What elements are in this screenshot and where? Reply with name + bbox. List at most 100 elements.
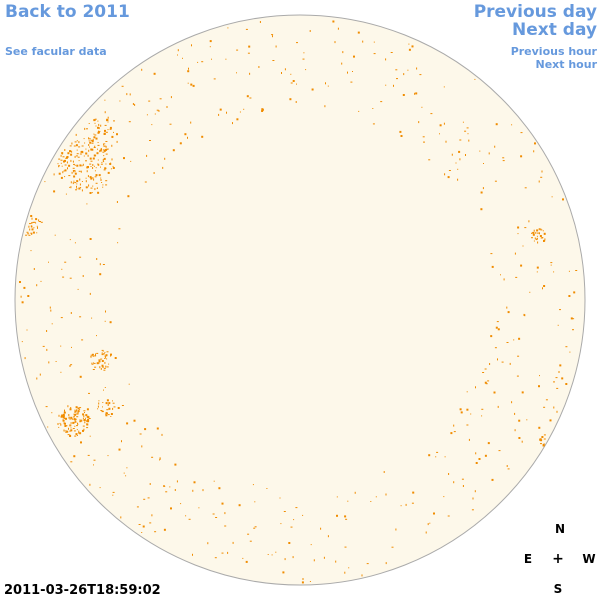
- magnetic-feature-mark: [69, 186, 71, 188]
- magnetic-feature-mark: [111, 144, 113, 147]
- magnetic-feature-mark: [154, 113, 156, 115]
- magnetic-feature-mark: [88, 184, 90, 187]
- magnetic-feature-mark: [65, 417, 67, 420]
- magnetic-feature-mark: [128, 383, 130, 385]
- magnetic-feature-mark: [467, 133, 469, 135]
- magnetic-feature-mark: [565, 383, 568, 385]
- magnetic-feature-mark: [72, 428, 75, 429]
- next-day-link[interactable]: Next day: [512, 20, 597, 40]
- magnetic-feature-mark: [98, 174, 101, 177]
- magnetic-feature-mark: [106, 399, 109, 402]
- magnetic-feature-mark: [68, 164, 71, 167]
- magnetic-feature-mark: [395, 528, 397, 531]
- magnetic-feature-mark: [60, 423, 62, 426]
- previous-day-link[interactable]: Previous day: [473, 2, 597, 22]
- magnetic-feature-mark: [96, 258, 98, 260]
- magnetic-feature-mark: [540, 229, 543, 231]
- magnetic-feature-mark: [532, 233, 535, 236]
- magnetic-feature-mark: [408, 43, 410, 45]
- magnetic-feature-mark: [236, 49, 239, 51]
- magnetic-feature-mark: [74, 182, 77, 184]
- magnetic-feature-mark: [89, 176, 92, 179]
- magnetic-feature-mark: [164, 157, 166, 160]
- magnetic-feature-mark: [102, 402, 104, 403]
- magnetic-feature-mark: [79, 183, 81, 186]
- magnetic-feature-mark: [163, 485, 166, 487]
- magnetic-feature-mark: [466, 424, 469, 426]
- magnetic-feature-mark: [105, 414, 108, 417]
- magnetic-feature-mark: [112, 491, 115, 493]
- magnetic-feature-mark: [40, 221, 43, 223]
- magnetic-feature-mark: [218, 113, 220, 116]
- magnetic-feature-mark: [402, 94, 405, 96]
- magnetic-feature-mark: [513, 339, 515, 341]
- magnetic-feature-mark: [98, 123, 100, 126]
- magnetic-feature-mark: [296, 83, 297, 85]
- magnetic-feature-mark: [27, 295, 30, 297]
- magnetic-feature-mark: [484, 368, 487, 370]
- magnetic-feature-mark: [161, 433, 163, 436]
- magnetic-feature-mark: [471, 509, 474, 511]
- magnetic-feature-mark: [70, 181, 72, 184]
- magnetic-feature-mark: [102, 159, 104, 162]
- magnetic-feature-mark: [494, 180, 497, 182]
- previous-hour-link[interactable]: Previous hour: [510, 45, 597, 58]
- magnetic-feature-mark: [415, 92, 418, 95]
- magnetic-feature-mark: [542, 443, 545, 446]
- magnetic-feature-mark: [146, 114, 148, 116]
- next-hour-link[interactable]: Next hour: [535, 58, 598, 71]
- see-facular-data-link[interactable]: See facular data: [5, 45, 107, 58]
- magnetic-feature-mark: [425, 531, 427, 534]
- magnetic-feature-mark: [104, 111, 106, 114]
- magnetic-feature-mark: [48, 361, 50, 364]
- magnetic-feature-mark: [313, 559, 315, 562]
- magnetic-feature-mark: [67, 434, 70, 436]
- magnetic-feature-mark: [192, 489, 194, 492]
- magnetic-feature-mark: [60, 317, 63, 319]
- magnetic-feature-mark: [153, 172, 155, 174]
- magnetic-feature-mark: [74, 172, 77, 175]
- magnetic-feature-mark: [543, 438, 546, 440]
- magnetic-feature-mark: [62, 415, 65, 418]
- magnetic-feature-mark: [69, 150, 71, 153]
- magnetic-feature-mark: [113, 120, 115, 122]
- magnetic-feature-mark: [74, 409, 76, 412]
- magnetic-feature-mark: [399, 130, 402, 133]
- magnetic-feature-mark: [457, 168, 459, 170]
- magnetic-feature-mark: [348, 567, 350, 569]
- magnetic-feature-mark: [92, 185, 94, 187]
- magnetic-feature-mark: [305, 69, 307, 71]
- magnetic-feature-mark: [88, 418, 91, 419]
- magnetic-feature-mark: [97, 120, 99, 122]
- magnetic-feature-mark: [573, 291, 576, 294]
- magnetic-feature-mark: [385, 493, 387, 496]
- magnetic-feature-mark: [542, 287, 543, 290]
- magnetic-feature-mark: [97, 191, 100, 194]
- magnetic-feature-mark: [79, 419, 82, 421]
- magnetic-feature-mark: [104, 124, 107, 126]
- magnetic-feature-mark: [85, 152, 88, 155]
- magnetic-feature-mark: [400, 505, 402, 507]
- magnetic-feature-mark: [104, 143, 106, 145]
- magnetic-feature-mark: [517, 355, 520, 357]
- magnetic-feature-mark: [81, 150, 83, 153]
- magnetic-feature-mark: [275, 551, 277, 553]
- magnetic-feature-mark: [104, 351, 106, 353]
- magnetic-feature-mark: [174, 489, 176, 491]
- magnetic-feature-mark: [95, 137, 98, 140]
- magnetic-feature-mark: [572, 318, 575, 320]
- magnetic-feature-mark: [192, 84, 195, 87]
- magnetic-feature-mark: [539, 375, 540, 377]
- magnetic-feature-mark: [100, 358, 103, 360]
- magnetic-feature-mark: [75, 155, 78, 157]
- magnetic-feature-mark: [290, 526, 293, 528]
- back-to-year-link[interactable]: Back to 2011: [5, 2, 130, 22]
- magnetic-feature-mark: [60, 162, 62, 164]
- magnetic-feature-mark: [104, 356, 106, 359]
- magnetic-feature-mark: [100, 163, 103, 165]
- magnetic-feature-mark: [520, 155, 523, 158]
- magnetic-feature-mark: [179, 142, 182, 145]
- magnetic-feature-mark: [97, 126, 99, 129]
- magnetic-feature-mark: [83, 419, 86, 421]
- magnetic-feature-mark: [428, 159, 431, 161]
